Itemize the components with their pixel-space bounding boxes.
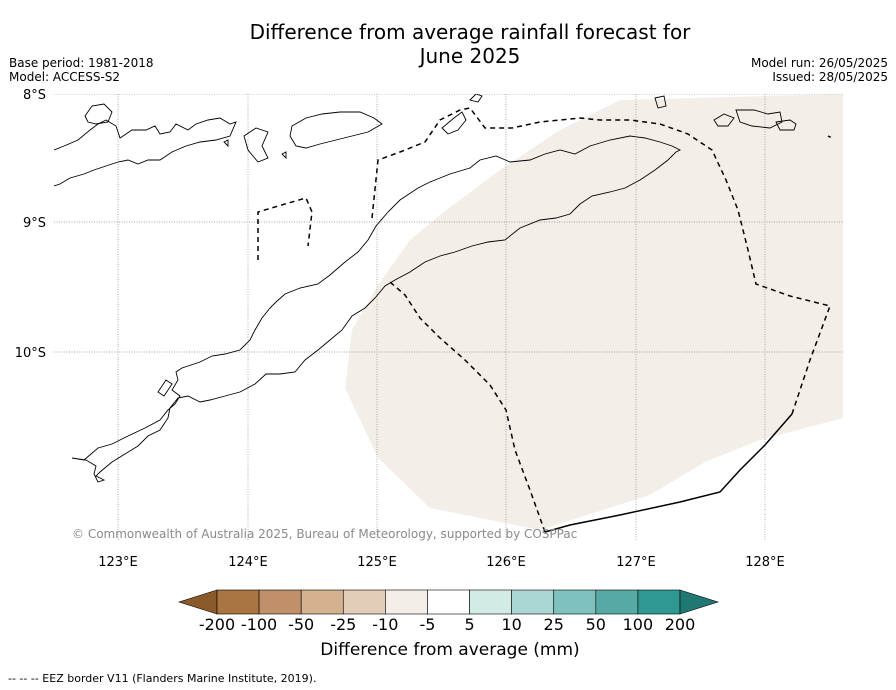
- lat-label-9s: 9°S: [23, 216, 46, 231]
- coast-island-small-1: [223, 139, 229, 148]
- colorbar-tick-label: -100: [240, 615, 278, 634]
- eez-border: [257, 107, 833, 533]
- lon-label-125e: 125°E: [357, 555, 397, 570]
- lon-label-128e: 128°E: [745, 555, 785, 570]
- colorbar-tick-label: 200: [664, 615, 696, 634]
- lon-label-124e: 124°E: [228, 555, 268, 570]
- colorbar-box: [300, 589, 344, 615]
- lat-label-10s: 10°S: [15, 346, 46, 361]
- colorbar-box: [258, 589, 302, 615]
- coast-island-roti: [157, 379, 173, 397]
- colorbar-box: [553, 589, 597, 615]
- map-area: [54, 94, 843, 540]
- colorbar-tick-label: 5: [464, 615, 475, 634]
- colorbar-tick-label: 10: [501, 615, 522, 634]
- colorbar-arrow-low: [178, 589, 218, 615]
- colorbar-box: [216, 589, 260, 615]
- eez-border-small: [827, 135, 833, 139]
- coast-island-atauro: [441, 111, 467, 135]
- colorbar-tick-label: -200: [198, 615, 236, 634]
- colorbar-tick-label: -50: [288, 615, 315, 634]
- coast-island-pantar: [243, 127, 269, 163]
- model-run: Model run: 26/05/2025: [750, 56, 888, 70]
- lon-label-123e: 123°E: [98, 555, 138, 570]
- colorbar-box: [342, 589, 386, 615]
- coast-northern-islands: [54, 117, 237, 187]
- colorbar-box: [595, 589, 639, 615]
- colorbar-tick-label: -25: [330, 615, 357, 634]
- meta-left: Base period: 1981-2018 Model: ACCESS-S2: [9, 56, 154, 84]
- copyright-notice: © Commonwealth of Australia 2025, Bureau…: [72, 527, 577, 541]
- colorbar-box: [637, 589, 681, 615]
- gridlines: [54, 94, 843, 540]
- colorbar-box: [385, 589, 428, 615]
- coastlines: [54, 94, 797, 483]
- coast-timor: [71, 135, 682, 483]
- colorbar-box: [427, 589, 470, 615]
- coast-island-wetar: [289, 111, 383, 149]
- colorbar-title: Difference from average (mm): [320, 640, 580, 660]
- coast-island-leti: [713, 113, 735, 127]
- lat-label-8s: 8°S: [23, 88, 46, 103]
- model-name: Model: ACCESS-S2: [9, 70, 121, 84]
- title-line-1: Difference from average rainfall forecas…: [249, 20, 691, 44]
- colorbar-tick-label: -5: [419, 615, 436, 634]
- colorbar-tick-label: 50: [585, 615, 606, 634]
- eez-border-north: [371, 107, 831, 415]
- colorbar-tick-label: -10: [372, 615, 399, 634]
- coast-island-top: [469, 94, 483, 103]
- meta-right: Model run: 26/05/2025 Issued: 28/05/2025: [751, 56, 888, 84]
- eez-border-southeast: [544, 413, 793, 533]
- lon-label-126e: 126°E: [486, 555, 526, 570]
- coast-island-alor: [84, 103, 113, 125]
- lon-label-127e: 127°E: [616, 555, 656, 570]
- footnote: -- -- -- EEZ border V11 (Flanders Marine…: [8, 672, 317, 685]
- colorbar-box: [511, 589, 555, 615]
- coast-island-kisar: [654, 95, 667, 109]
- coast-island-romang: [735, 109, 783, 129]
- eez-border-south: [389, 281, 546, 533]
- colorbar-tick-label: 100: [622, 615, 654, 634]
- colorbar-arrow-high: [679, 589, 719, 615]
- eez-border-enclave: [257, 197, 313, 260]
- coast-island-small-2: [281, 151, 287, 160]
- colorbar-box: [469, 589, 512, 615]
- chart-title: Difference from average rainfall forecas…: [200, 20, 740, 68]
- colorbar-tick-label: 25: [543, 615, 564, 634]
- base-period: Base period: 1981-2018: [9, 56, 154, 70]
- coast-island-damar: [775, 119, 797, 131]
- forecast-anomaly-region: [345, 94, 843, 530]
- issued-date: Issued: 28/05/2025: [772, 70, 888, 84]
- colorbar: [178, 589, 719, 615]
- title-line-2: June 2025: [419, 44, 521, 68]
